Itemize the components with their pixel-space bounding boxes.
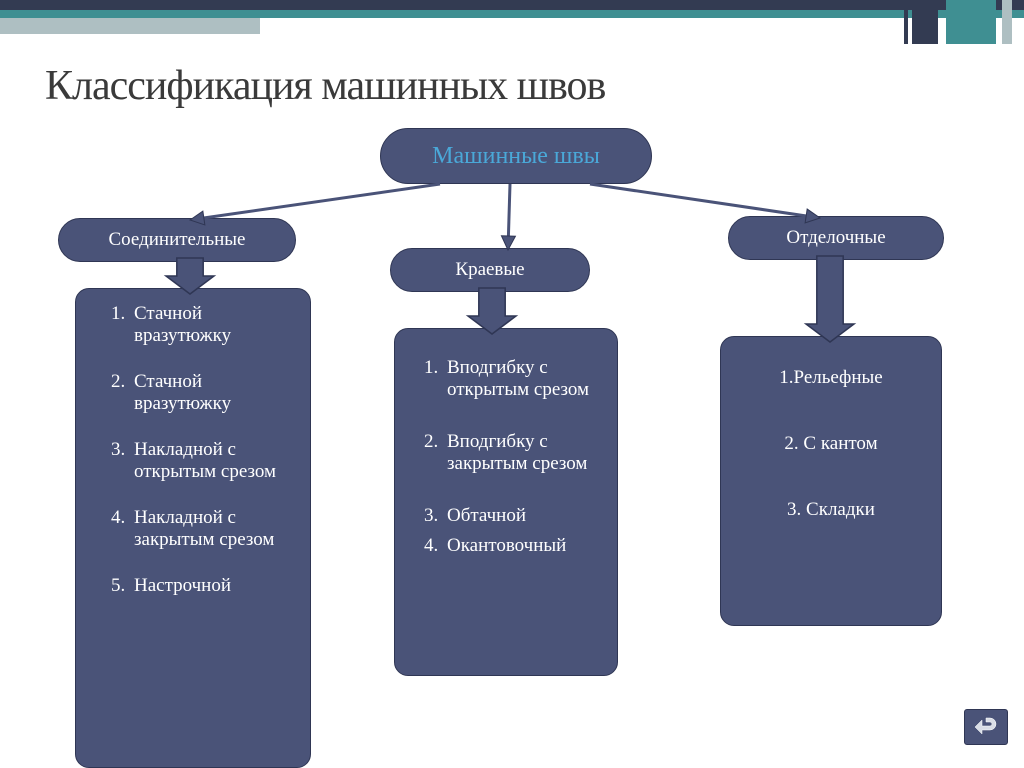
back-button[interactable] bbox=[964, 709, 1008, 745]
arrows-layer bbox=[0, 0, 1024, 767]
u-turn-left-icon bbox=[972, 716, 1000, 738]
